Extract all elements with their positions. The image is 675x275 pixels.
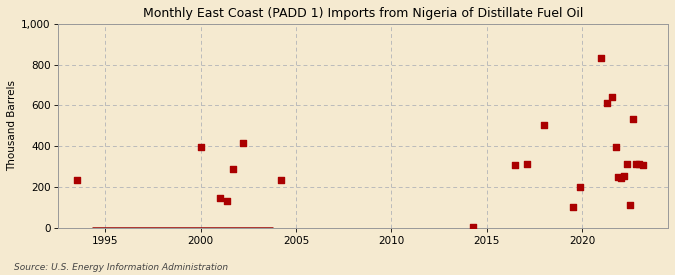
- Title: Monthly East Coast (PADD 1) Imports from Nigeria of Distillate Fuel Oil: Monthly East Coast (PADD 1) Imports from…: [142, 7, 583, 20]
- Point: [237, 141, 248, 145]
- Point: [575, 185, 586, 189]
- Point: [567, 205, 578, 210]
- Point: [613, 175, 624, 179]
- Point: [539, 123, 549, 127]
- Point: [215, 196, 225, 200]
- Point: [510, 162, 521, 167]
- Point: [72, 178, 82, 182]
- Point: [630, 161, 641, 166]
- Point: [624, 203, 635, 208]
- Point: [596, 55, 607, 60]
- Text: Source: U.S. Energy Information Administration: Source: U.S. Energy Information Administ…: [14, 263, 227, 272]
- Y-axis label: Thousand Barrels: Thousand Barrels: [7, 80, 17, 171]
- Point: [468, 224, 479, 229]
- Point: [227, 166, 238, 171]
- Point: [627, 117, 638, 121]
- Point: [601, 101, 612, 106]
- Point: [522, 161, 533, 166]
- Point: [622, 161, 632, 166]
- Point: [619, 174, 630, 178]
- Point: [638, 162, 649, 167]
- Point: [616, 175, 626, 180]
- Point: [610, 145, 621, 149]
- Point: [222, 199, 233, 204]
- Point: [606, 95, 617, 100]
- Point: [634, 161, 645, 166]
- Point: [275, 178, 286, 182]
- Point: [195, 145, 206, 149]
